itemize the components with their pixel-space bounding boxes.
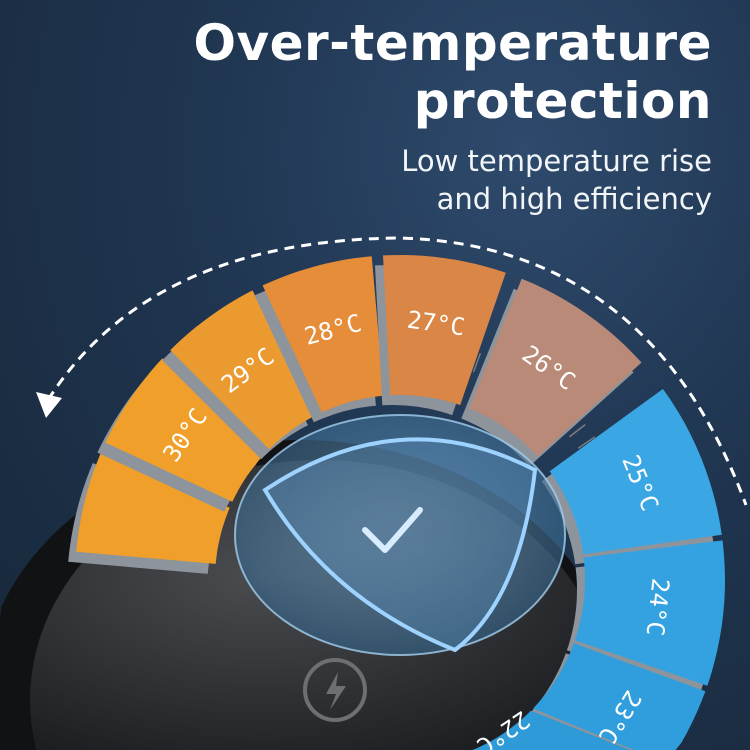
tick-mark xyxy=(472,353,482,373)
subtitle: Low temperature rise and high efficiency xyxy=(401,142,712,218)
temperature-label: 24°C xyxy=(641,577,675,637)
tick-mark xyxy=(568,424,586,438)
segment-face xyxy=(574,540,725,686)
temperature-segment: 30°C xyxy=(97,358,265,512)
page-title: Over-temperature protection xyxy=(194,14,713,130)
charging-bolt-icon xyxy=(303,658,367,722)
temperature-segment: 27°C xyxy=(375,255,506,416)
segment-face xyxy=(262,256,384,413)
dashed-arrow-icon xyxy=(36,236,748,506)
title-line-2: protection xyxy=(413,72,712,130)
segment-face xyxy=(105,358,265,502)
segment-face xyxy=(549,389,722,555)
temperature-segment: 29°C xyxy=(162,290,316,460)
segment-face xyxy=(533,643,706,750)
title-line-1: Over-temperature xyxy=(193,14,712,72)
temperature-ring: 30°C29°C28°C 27°C26°C25°C24°C23°C22°C xyxy=(68,255,725,750)
segment-face xyxy=(76,453,230,564)
segment-face xyxy=(469,278,642,457)
segment-face xyxy=(472,710,630,750)
temperature-segment: 28°C xyxy=(254,256,384,423)
tick-mark xyxy=(577,436,596,449)
segment-face xyxy=(383,255,506,406)
shield-check-icon xyxy=(234,414,566,656)
subtitle-line-1: Low temperature rise xyxy=(401,144,712,178)
temperature-segment: 25°C xyxy=(541,389,722,565)
temperature-segment xyxy=(68,453,230,574)
segment-face xyxy=(170,290,316,450)
subtitle-line-2: and high efficiency xyxy=(436,182,712,216)
temperature-segment: 26°C xyxy=(461,278,642,467)
